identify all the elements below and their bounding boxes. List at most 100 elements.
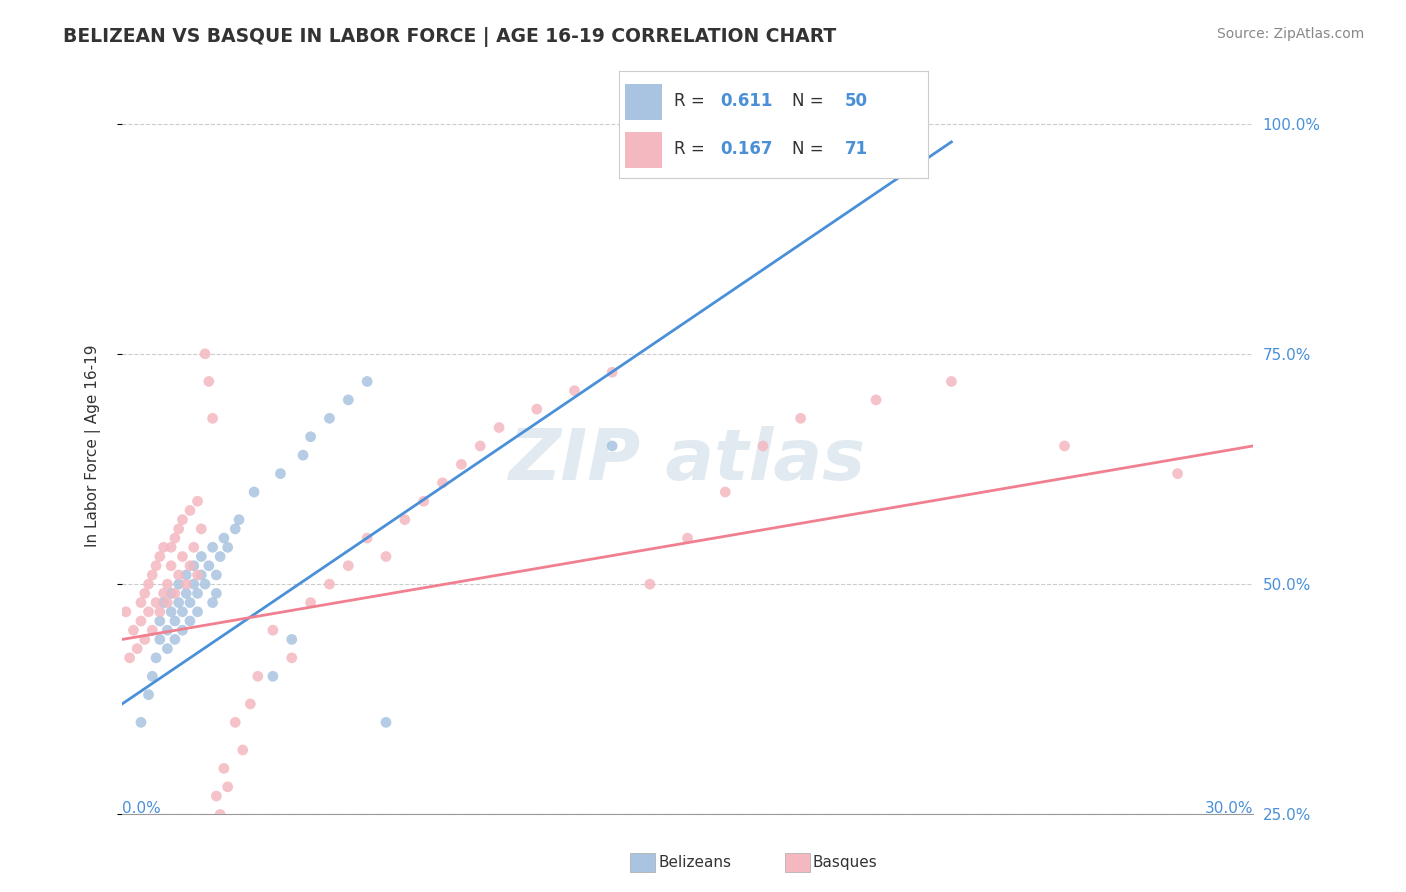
Point [122,624,145,638]
Point [129,715,152,730]
Point [239,697,262,711]
Point [174,568,197,582]
Point [1053,439,1076,453]
Point [212,531,235,545]
Point [134,632,156,647]
Point [488,420,510,434]
Point [201,596,224,610]
Point [174,577,197,591]
Point [564,384,586,398]
Point [156,641,179,656]
Point [201,541,224,555]
Point [156,624,179,638]
Point [209,807,232,822]
Point [228,513,250,527]
Point [337,392,360,407]
Point [179,614,201,628]
Point [149,632,172,647]
Point [201,411,224,425]
Text: 71: 71 [845,141,868,159]
Point [246,669,269,683]
Point [262,669,284,683]
Point [394,513,416,527]
Point [134,586,156,600]
Text: 50: 50 [845,93,868,111]
Point [149,605,172,619]
Point [160,558,183,573]
Point [600,439,623,453]
Point [292,448,315,462]
Point [262,624,284,638]
Point [167,522,190,536]
Point [149,614,172,628]
Point [167,596,190,610]
Point [243,485,266,500]
Text: R =: R = [675,141,710,159]
Point [269,467,291,481]
Point [186,586,208,600]
Point [167,577,190,591]
Point [281,651,304,665]
Point [174,586,197,600]
Point [156,596,179,610]
Text: BELIZEAN VS BASQUE IN LABOR FORCE | AGE 16-19 CORRELATION CHART: BELIZEAN VS BASQUE IN LABOR FORCE | AGE … [63,27,837,46]
FancyBboxPatch shape [624,84,662,120]
Point [186,494,208,508]
Point [172,624,194,638]
Point [205,789,228,803]
Point [186,605,208,619]
Point [179,558,201,573]
Point [127,641,149,656]
Point [194,347,217,361]
Point [138,688,160,702]
Point [163,614,186,628]
Point [141,669,163,683]
Point [1167,467,1189,481]
Point [224,522,246,536]
Point [167,568,190,582]
Point [179,503,201,517]
Point [183,558,205,573]
Text: N =: N = [792,141,828,159]
Point [163,531,186,545]
Point [375,549,398,564]
Point [789,411,811,425]
Point [172,605,194,619]
Point [179,596,201,610]
Point [138,605,160,619]
Text: Basques: Basques [813,855,877,870]
Point [217,541,239,555]
Point [141,624,163,638]
Point [145,558,167,573]
Point [118,651,141,665]
Point [450,458,472,472]
Point [217,780,239,794]
Point [149,549,172,564]
Point [356,531,378,545]
Point [172,513,194,527]
Point [152,586,174,600]
Point [163,586,186,600]
Point [318,577,340,591]
Point [152,541,174,555]
Point [194,577,217,591]
Point [183,541,205,555]
Point [183,577,205,591]
Point [865,392,887,407]
Point [205,586,228,600]
FancyBboxPatch shape [624,132,662,168]
Point [198,375,221,389]
Point [941,375,963,389]
Point [224,715,246,730]
Text: ZIP atlas: ZIP atlas [509,426,866,495]
Point [232,743,254,757]
Y-axis label: In Labor Force | Age 16-19: In Labor Force | Age 16-19 [86,344,101,547]
Point [186,568,208,582]
Point [299,430,322,444]
Text: 0.0%: 0.0% [122,801,160,815]
Point [145,651,167,665]
Text: Belizeans: Belizeans [658,855,731,870]
Point [432,475,454,490]
Point [190,522,212,536]
Point [752,439,775,453]
